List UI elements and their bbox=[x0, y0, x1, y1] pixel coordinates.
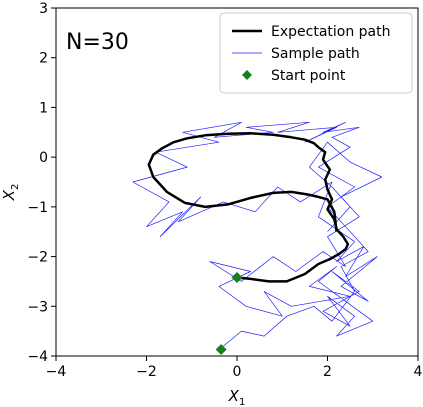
legend-expectation-label: Expectation path bbox=[271, 24, 391, 40]
start-point-layer bbox=[215, 271, 243, 356]
sample-path-line bbox=[132, 121, 383, 347]
x-tick-label: 0 bbox=[233, 364, 242, 380]
start-point-marker bbox=[231, 271, 243, 283]
annotation-label: N=30 bbox=[66, 30, 129, 55]
y-tick-label: −2 bbox=[27, 250, 48, 266]
y-tick-label: 2 bbox=[39, 51, 48, 67]
y-tick-label: −3 bbox=[27, 299, 48, 315]
x-axis-label: X1 bbox=[228, 387, 246, 407]
y-axis-label: X2 bbox=[0, 184, 21, 202]
x-tick-label: 4 bbox=[414, 364, 423, 380]
legend-box bbox=[219, 12, 413, 94]
y-tick-label: 1 bbox=[39, 100, 48, 116]
legend-sample-label: Sample path bbox=[271, 46, 360, 62]
x-tick-label: 2 bbox=[323, 364, 332, 380]
y-axis-ticks: −4 −3 −2 −1 0 1 2 3 bbox=[27, 1, 56, 365]
x-tick-label: −4 bbox=[46, 364, 67, 380]
y-tick-label: 3 bbox=[39, 1, 48, 17]
sample-path-layer bbox=[132, 121, 383, 347]
legend: Expectation path Sample path Start point bbox=[219, 12, 413, 94]
expectation-path-line bbox=[147, 132, 350, 283]
y-tick-label: −4 bbox=[27, 349, 48, 365]
start-point-marker bbox=[215, 344, 227, 356]
legend-start-marker bbox=[242, 70, 252, 80]
x-axis-ticks: −4 −2 0 2 4 bbox=[46, 356, 423, 380]
y-tick-label: −1 bbox=[27, 200, 48, 216]
y-tick-label: 0 bbox=[39, 150, 48, 166]
legend-start-label: Start point bbox=[271, 68, 346, 84]
x-tick-label: −2 bbox=[136, 364, 157, 380]
expectation-path-layer bbox=[147, 132, 350, 283]
